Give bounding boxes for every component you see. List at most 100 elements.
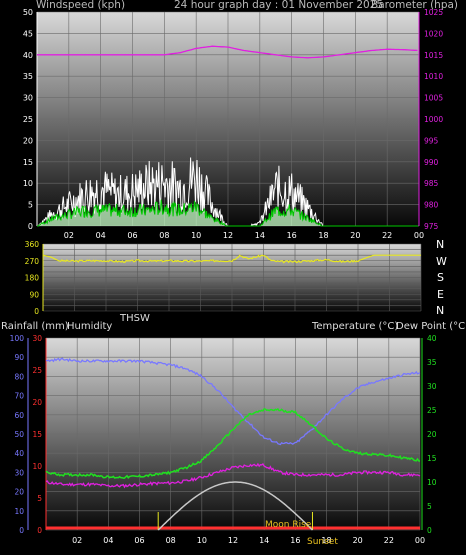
temp-x-tick-label: 08 [166, 536, 176, 545]
avg-wind-fill [37, 199, 419, 226]
wind-x-tick-label: 02 [64, 231, 74, 240]
temperature-tick-label: 30 [427, 382, 437, 391]
wind-x-tick-label: 12 [223, 231, 233, 240]
wind-x-tick-label: 14 [255, 231, 265, 240]
temp-x-tick-label: 10 [197, 536, 207, 545]
rainfall-tick-label: 10 [32, 462, 42, 471]
wind-x-tick-label: 04 [96, 231, 106, 240]
wind-tick-label: 40 [23, 51, 33, 60]
windspeed-axis-title: Windspeed (kph) [36, 0, 126, 11]
temperature-axis-title: Temperature (°C) [312, 321, 399, 332]
temp-x-tick-label: 12 [228, 536, 238, 545]
wind-tick-label: 50 [23, 8, 33, 17]
humidity-tick-label: 50 [14, 430, 24, 439]
rainfall-tick-label: 0 [37, 526, 42, 535]
barometer-tick-label: 995 [424, 136, 439, 145]
temperature-panel: 0102030405060708090100051015202530051015… [10, 334, 437, 545]
direction-tick-label: 0 [34, 307, 39, 316]
barometer-tick-label: 980 [424, 201, 439, 210]
wind-tick-label: 45 [23, 29, 33, 38]
temp-x-tick-label: 02 [72, 536, 82, 545]
wind-x-tick-label: 16 [287, 231, 297, 240]
wind-tick-label: 5 [28, 201, 33, 210]
humidity-tick-label: 90 [14, 353, 24, 362]
wind-tick-label: 20 [23, 136, 33, 145]
rainfall-tick-label: 5 [37, 494, 42, 503]
barometer-tick-label: 1015 [424, 51, 443, 60]
barometer-axis-title: Barometer (hpa) [371, 0, 459, 11]
temperature-tick-label: 15 [427, 454, 437, 463]
wind-tick-label: 10 [23, 179, 33, 188]
humidity-tick-label: 20 [14, 488, 24, 497]
temperature-tick-label: 20 [427, 430, 437, 439]
humidity-series-line [45, 357, 421, 446]
temperature-tick-label: 35 [427, 358, 437, 367]
humidity-tick-label: 80 [14, 372, 24, 381]
barometer-tick-label: 975 [424, 222, 439, 231]
rainfall-tick-label: 25 [32, 366, 42, 375]
dew-point-series-line [45, 462, 421, 489]
barometer-tick-label: 990 [424, 158, 439, 167]
temperature-tick-label: 0 [427, 526, 432, 535]
direction-panel: 0 90 180 270 360 [25, 240, 422, 316]
humidity-tick-label: 0 [19, 526, 24, 535]
wind-tick-label: 0 [28, 222, 33, 231]
barometer-tick-label: 1010 [424, 72, 443, 81]
wind-x-tick-label: 08 [159, 231, 169, 240]
temperature-tick-label: 25 [427, 406, 437, 415]
temp-x-tick-label: 20 [353, 536, 363, 545]
temp-x-tick-label: 18 [321, 536, 331, 545]
humidity-axis-title: Humidity [67, 321, 113, 332]
rainfall-tick-label: 15 [32, 430, 42, 439]
moon-rise-label: Moon Rise [265, 520, 312, 530]
rainfall-tick-label: 30 [32, 334, 42, 343]
wind-x-tick-label: 00 [414, 231, 424, 240]
temp-x-tick-label: 16 [290, 536, 300, 545]
temp-x-tick-label: 06 [134, 536, 144, 545]
humidity-tick-label: 70 [14, 392, 24, 401]
direction-tick-label: 270 [25, 257, 40, 266]
temp-x-tick-label: 14 [259, 536, 269, 545]
solar-series-line [157, 481, 314, 531]
wind-tick-label: 30 [23, 94, 33, 103]
humidity-tick-label: 30 [14, 468, 24, 477]
wind-tick-label: 25 [23, 115, 33, 124]
temp-x-tick-label: 22 [384, 536, 394, 545]
barometer-tick-label: 1025 [424, 8, 443, 17]
compass-w: W [436, 255, 447, 268]
wind-tick-label: 35 [23, 72, 33, 81]
avg-wind-series-line [37, 199, 419, 227]
compass-n-top: N [436, 238, 445, 251]
barometer-series-line [37, 45, 418, 59]
temperature-tick-label: 5 [427, 502, 432, 511]
chart-title: 24 hour graph day : 01 November 2025 [174, 0, 384, 11]
wind-x-tick-label: 18 [318, 231, 328, 240]
direction-tick-label: 180 [25, 274, 40, 283]
direction-tick-label: 360 [25, 240, 40, 249]
rainfall-axis-title: Rainfall (mm) [1, 321, 69, 332]
humidity-tick-label: 10 [14, 507, 24, 516]
barometer-tick-label: 985 [424, 179, 439, 188]
temperature-tick-label: 40 [427, 334, 437, 343]
compass-e: E [437, 288, 444, 301]
compass-n-bottom: N [436, 304, 445, 317]
direction-series-line [42, 254, 421, 264]
temperature-series-line [45, 408, 421, 480]
wind-x-tick-label: 06 [127, 231, 137, 240]
sunset-label: Sunset [307, 537, 338, 547]
wind-x-tick-label: 10 [191, 231, 201, 240]
dewpoint-axis-title: Dew Point (°C) [396, 321, 466, 332]
humidity-tick-label: 100 [10, 334, 25, 343]
barometer-tick-label: 1005 [424, 94, 443, 103]
barometer-tick-label: 1020 [424, 29, 443, 38]
temperature-tick-label: 10 [427, 478, 437, 487]
humidity-tick-label: 40 [14, 449, 24, 458]
compass-s: S [437, 271, 444, 284]
wind-tick-label: 15 [23, 158, 33, 167]
thsw-label: THSW [120, 313, 150, 324]
temp-x-tick-label: 00 [415, 536, 425, 545]
rainfall-tick-label: 20 [32, 398, 42, 407]
barometer-tick-label: 1000 [424, 115, 443, 124]
